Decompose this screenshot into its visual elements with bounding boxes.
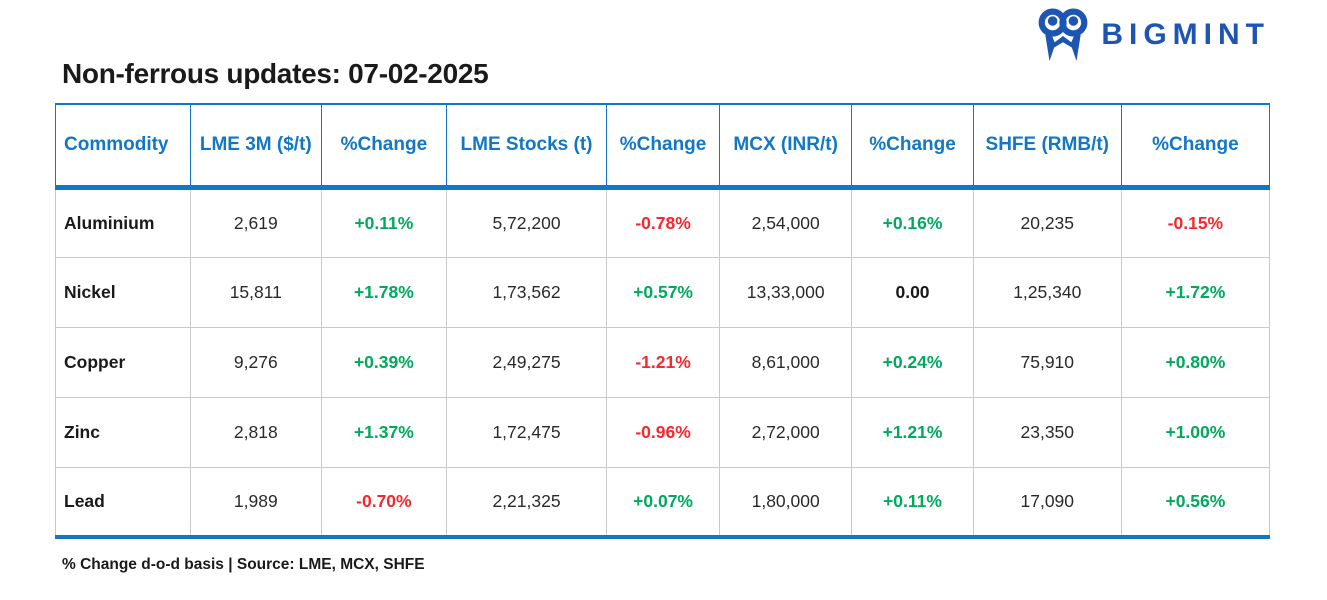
price-cell: 1,25,340 xyxy=(972,256,1122,328)
price-cell: 2,54,000 xyxy=(719,186,853,258)
table-body: Aluminium 2,619 +0.11% 5,72,200 -0.78% 2,54,0… xyxy=(55,186,1271,539)
header-row: Commodity LME 3M ($/t) %Change LME Stocks (… xyxy=(55,103,1271,190)
commodity-table-wrap: Commodity LME 3M ($/t) %Change LME Stocks (… xyxy=(55,103,1271,539)
commodity-cell: Zinc xyxy=(55,396,191,468)
percent-change-cell: -0.70% xyxy=(320,466,447,539)
column-header: LME Stocks (t) xyxy=(445,103,608,190)
price-cell: 2,818 xyxy=(189,396,322,468)
price-cell: 17,090 xyxy=(972,466,1122,539)
price-cell: 9,276 xyxy=(189,326,322,398)
price-cell: 1,989 xyxy=(189,466,322,539)
price-cell: 2,49,275 xyxy=(445,326,608,398)
column-header: %Change xyxy=(851,103,974,190)
column-header: SHFE (RMB/t) xyxy=(972,103,1122,190)
column-header: Commodity xyxy=(55,103,191,190)
percent-change-cell: 0.00 xyxy=(851,256,974,328)
percent-change-cell: +1.78% xyxy=(320,256,447,328)
percent-change-cell: +0.24% xyxy=(851,326,974,398)
commodity-cell: Lead xyxy=(55,466,191,539)
footnote: % Change d-o-d basis | Source: LME, MCX,… xyxy=(62,556,425,573)
column-header: %Change xyxy=(320,103,447,190)
column-header: %Change xyxy=(606,103,721,190)
price-cell: 2,619 xyxy=(189,186,322,258)
bigmint-owl-m-icon xyxy=(1037,8,1089,62)
table-row: Lead 1,989 -0.70% 2,21,325 +0.07% 1,80,000 +0.… xyxy=(55,466,1271,539)
price-cell: 2,21,325 xyxy=(445,466,608,539)
commodity-table: Commodity LME 3M ($/t) %Change LME Stocks (… xyxy=(55,103,1271,539)
table-row: Copper 9,276 +0.39% 2,49,275 -1.21% 8,61,000 +… xyxy=(55,326,1271,398)
price-cell: 20,235 xyxy=(972,186,1122,258)
commodity-cell: Copper xyxy=(55,326,191,398)
percent-change-cell: +0.11% xyxy=(320,186,447,258)
percent-change-cell: +0.56% xyxy=(1120,466,1271,539)
percent-change-cell: +1.21% xyxy=(851,396,974,468)
percent-change-cell: +0.57% xyxy=(606,256,721,328)
price-cell: 15,811 xyxy=(189,256,322,328)
bigmint-logo: BIGMINT xyxy=(1037,8,1270,62)
price-cell: 1,80,000 xyxy=(719,466,853,539)
column-header: MCX (INR/t) xyxy=(719,103,853,190)
table-row: Zinc 2,818 +1.37% 1,72,475 -0.96% 2,72,000 +1.… xyxy=(55,396,1271,468)
price-cell: 1,72,475 xyxy=(445,396,608,468)
price-cell: 2,72,000 xyxy=(719,396,853,468)
price-cell: 23,350 xyxy=(972,396,1122,468)
percent-change-cell: -0.78% xyxy=(606,186,721,258)
price-cell: 8,61,000 xyxy=(719,326,853,398)
percent-change-cell: +1.00% xyxy=(1120,396,1271,468)
percent-change-cell: +1.72% xyxy=(1120,256,1271,328)
percent-change-cell: -0.15% xyxy=(1120,186,1271,258)
brand-name: BIGMINT xyxy=(1101,18,1270,51)
percent-change-cell: -1.21% xyxy=(606,326,721,398)
column-header: %Change xyxy=(1120,103,1271,190)
price-cell: 5,72,200 xyxy=(445,186,608,258)
percent-change-cell: +0.80% xyxy=(1120,326,1271,398)
percent-change-cell: +1.37% xyxy=(320,396,447,468)
price-cell: 75,910 xyxy=(972,326,1122,398)
column-header: LME 3M ($/t) xyxy=(189,103,322,190)
commodity-cell: Nickel xyxy=(55,256,191,328)
table-row: Nickel 15,811 +1.78% 1,73,562 +0.57% 13,33,00… xyxy=(55,256,1271,328)
price-cell: 1,73,562 xyxy=(445,256,608,328)
table-row: Aluminium 2,619 +0.11% 5,72,200 -0.78% 2,54,0… xyxy=(55,186,1271,258)
page-title: Non-ferrous updates: 07-02-2025 xyxy=(62,58,489,89)
commodity-cell: Aluminium xyxy=(55,186,191,258)
percent-change-cell: +0.39% xyxy=(320,326,447,398)
percent-change-cell: +0.11% xyxy=(851,466,974,539)
percent-change-cell: +0.07% xyxy=(606,466,721,539)
price-cell: 13,33,000 xyxy=(719,256,853,328)
percent-change-cell: -0.96% xyxy=(606,396,721,468)
percent-change-cell: +0.16% xyxy=(851,186,974,258)
